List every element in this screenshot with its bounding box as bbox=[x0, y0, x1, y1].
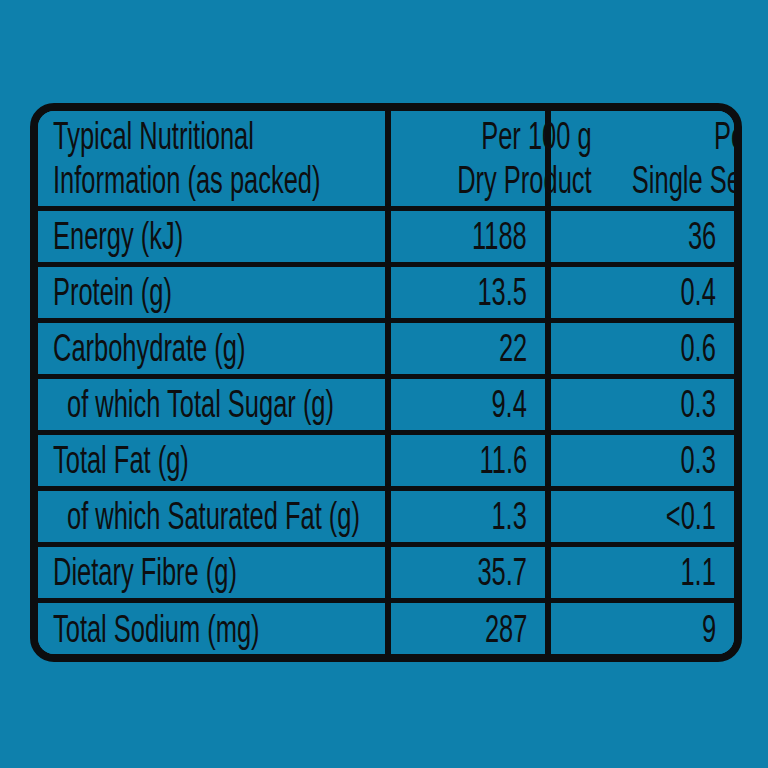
row-label: of which Saturated Fat (g) bbox=[67, 494, 360, 538]
table-row: Protein (g) 13.5 0.4 bbox=[38, 264, 734, 320]
row-value-per-serving: 9 bbox=[702, 607, 716, 651]
table-row: Total Sodium (mg) 287 9 bbox=[38, 600, 734, 656]
table-row: of which Total Sugar (g) 9.4 0.3 bbox=[38, 376, 734, 432]
row-value-per-serving: 1.1 bbox=[681, 550, 716, 594]
table-row: of which Saturated Fat (g) 1.3 <0.1 bbox=[38, 488, 734, 544]
row-value-per-100g: 9.4 bbox=[492, 382, 527, 426]
header-per100-line2: Dry Product bbox=[457, 158, 591, 202]
row-value-per-serving: 36 bbox=[688, 214, 716, 258]
header-title-line2: Information (as packed) bbox=[53, 158, 320, 202]
row-label: Energy (kJ) bbox=[53, 214, 183, 258]
page-background: { "page": { "background_color": "#0e80ac… bbox=[0, 0, 768, 768]
table-row: Carbohydrate (g) 22 0.6 bbox=[38, 320, 734, 376]
row-label: Total Sodium (mg) bbox=[53, 607, 260, 651]
header-per-100g-column: Per 100 g Dry Product bbox=[388, 111, 548, 208]
table-row: Total Fat (g) 11.6 0.3 bbox=[38, 432, 734, 488]
header-serving-line2: Single Serving bbox=[632, 158, 742, 202]
row-label: Dietary Fibre (g) bbox=[53, 550, 237, 594]
row-value-per-serving: <0.1 bbox=[666, 494, 716, 538]
row-label: Carbohydrate (g) bbox=[53, 326, 245, 370]
nutrition-table: Typical Nutritional Information (as pack… bbox=[30, 103, 742, 662]
nutrition-grid: Typical Nutritional Information (as pack… bbox=[38, 111, 734, 656]
row-label: Total Fat (g) bbox=[53, 438, 189, 482]
row-value-per-serving: 0.3 bbox=[681, 438, 716, 482]
row-value-per-100g: 1188 bbox=[472, 214, 527, 258]
row-value-per-serving: 0.3 bbox=[681, 382, 716, 426]
table-row: Energy (kJ) 1188 36 bbox=[38, 208, 734, 264]
row-label: of which Total Sugar (g) bbox=[67, 382, 334, 426]
row-value-per-100g: 11.6 bbox=[479, 438, 527, 482]
header-per100-line1: Per 100 g bbox=[457, 114, 591, 158]
table-header-row: Typical Nutritional Information (as pack… bbox=[38, 111, 734, 208]
row-value-per-serving: 0.4 bbox=[681, 270, 716, 314]
row-value-per-100g: 287 bbox=[485, 607, 527, 651]
row-value-per-100g: 22 bbox=[499, 326, 527, 370]
row-value-per-serving: 0.6 bbox=[681, 326, 716, 370]
header-title-line1: Typical Nutritional bbox=[53, 114, 320, 158]
row-value-per-100g: 35.7 bbox=[478, 550, 528, 594]
header-serving-line1: Per 3 g bbox=[632, 114, 742, 158]
header-nutrient-column: Typical Nutritional Information (as pack… bbox=[38, 111, 388, 208]
row-value-per-100g: 13.5 bbox=[478, 270, 528, 314]
row-value-per-100g: 1.3 bbox=[492, 494, 527, 538]
table-row: Dietary Fibre (g) 35.7 1.1 bbox=[38, 544, 734, 600]
row-label: Protein (g) bbox=[53, 270, 172, 314]
